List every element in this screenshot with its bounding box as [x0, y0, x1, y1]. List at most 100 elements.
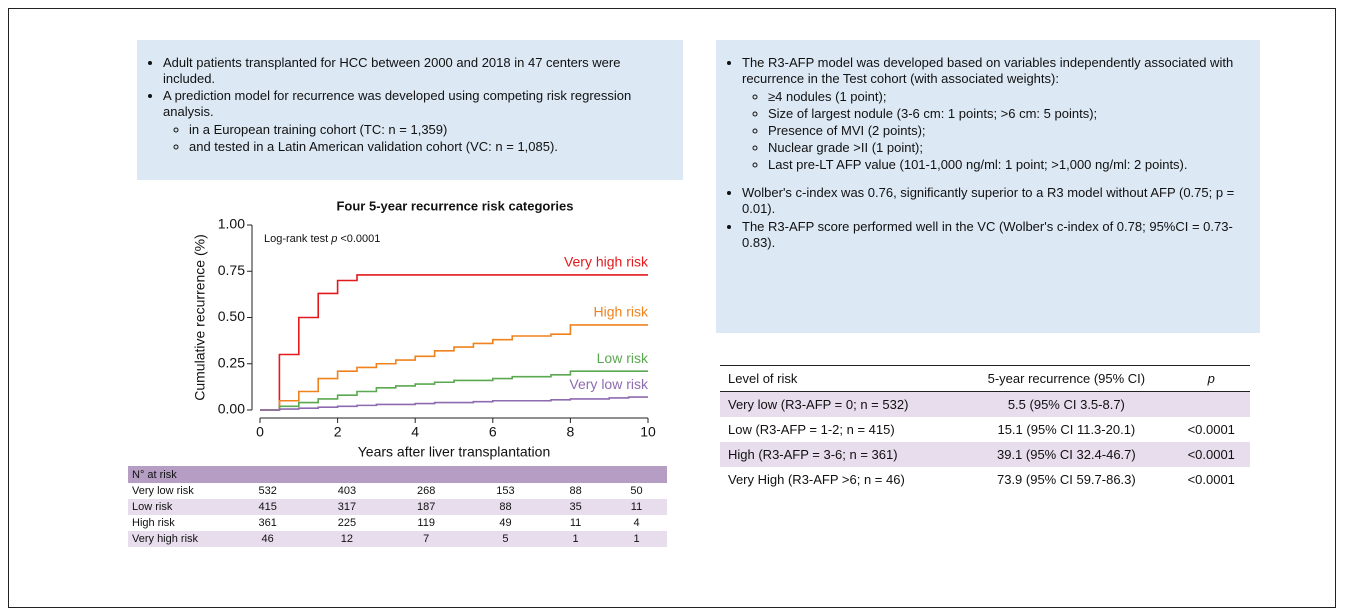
risk-cell: 50	[630, 485, 643, 497]
bullet: A prediction model for recurrence was de…	[163, 88, 633, 155]
sub-bullet: Presence of MVI (2 points);	[768, 123, 1236, 139]
risk-cell: Very low risk	[132, 485, 194, 497]
risk-cell: High risk	[132, 517, 175, 529]
model-box: The R3-AFP model was developed based on …	[716, 40, 1260, 333]
annotation-part: Log-rank test	[264, 233, 328, 245]
x-tick-label: 4	[411, 424, 419, 440]
risk-cell: 361	[258, 517, 277, 529]
x-tick-label: 10	[640, 424, 656, 440]
page: Adult patients transplanted for HCC betw…	[0, 0, 1346, 587]
risk-cell: 35	[545, 499, 607, 515]
risk-cell: 317	[307, 499, 387, 515]
series-label: Very low risk	[569, 376, 649, 392]
risk-header-row: N° at risk	[128, 466, 667, 483]
results-cell: Very low (R3-AFP = 0; n = 532)	[720, 391, 961, 417]
sub-bullet: Last pre-LT AFP value (101-1,000 ng/ml: …	[768, 157, 1236, 173]
y-tick-label: 0.25	[218, 354, 245, 370]
sub-bullet: ≥4 nodules (1 point);	[768, 89, 1236, 105]
results-cell	[1172, 391, 1250, 417]
risk-row: Low risk 415 317 187 88 35 11	[128, 499, 667, 515]
sub-list: in a European training cohort (TC: n = 1…	[163, 122, 633, 155]
risk-curve	[260, 396, 648, 411]
results-row: High (R3-AFP = 3-6; n = 361) 39.1 (95% CI…	[720, 442, 1250, 467]
results-cell: <0.0001	[1172, 442, 1250, 467]
y-tick-label: 0.75	[218, 262, 245, 278]
risk-cell: 4	[633, 517, 640, 529]
risk-cell: Very high risk	[128, 531, 228, 547]
x-axis-label: Years after liver transplantation	[358, 444, 550, 460]
results-cell: 15.1 (95% CI 11.3-20.1)	[997, 422, 1136, 437]
results-cell: 39.1 (95% CI 32.4-46.7)	[960, 442, 1173, 467]
risk-header: N° at risk	[128, 466, 667, 483]
risk-cell: Low risk	[128, 499, 228, 515]
risk-cell: 12	[307, 531, 387, 547]
results-cell: Very High (R3-AFP >6; n = 46)	[728, 472, 905, 487]
sub-list: ≥4 nodules (1 point);Size of largest nod…	[742, 89, 1236, 173]
results-cell: Low (R3-AFP = 1-2; n = 415)	[728, 422, 895, 437]
risk-curve	[260, 370, 648, 411]
y-tick-label: 1.00	[218, 216, 245, 232]
risk-cell: 1	[606, 531, 667, 547]
results-header: 5-year recurrence (95% CI)	[960, 365, 1173, 392]
summary-box: Adult patients transplanted for HCC betw…	[137, 40, 683, 180]
risk-cell: 1	[545, 531, 607, 547]
results-header-row: Level of risk 5-year recurrence (95% CI) p	[720, 365, 1250, 392]
risk-cell: 49	[499, 517, 512, 529]
risk-table: N° at risk Very low risk 532 403 268 153 88 50 L…	[128, 466, 667, 547]
risk-cell: 46	[228, 531, 308, 547]
annotation-part: <0.0001	[340, 233, 380, 245]
bullet-text: Wolber's c-index was 0.76, significantly…	[742, 185, 1235, 216]
y-axis-label: Cumulative recurrence (%)	[192, 234, 208, 401]
bullet: The R3-AFP model was developed based on …	[742, 55, 1236, 173]
risk-curve	[260, 324, 648, 411]
annotation-part: p	[330, 233, 337, 245]
risk-cell: 403	[337, 485, 357, 497]
risk-cell: 532	[258, 485, 277, 497]
chart-title: Four 5-year recurrence risk categories	[336, 198, 573, 213]
risk-cell: 225	[337, 517, 357, 529]
bullet: The R3-AFP score performed well in the V…	[742, 219, 1236, 251]
sub-bullet: and tested in a Latin American validatio…	[189, 139, 633, 155]
series-label: Low risk	[597, 350, 649, 366]
bullet-text: A prediction model for recurrence was de…	[163, 88, 632, 119]
risk-row: Very high risk 46 12 7 5 1 1	[128, 531, 667, 547]
risk-cell: 187	[386, 499, 466, 515]
x-tick-label: 2	[334, 424, 342, 440]
risk-cell: 415	[228, 499, 308, 515]
risk-cell: 153	[496, 485, 515, 497]
x-tick-label: 6	[489, 424, 497, 440]
risk-cell: 119	[417, 517, 435, 529]
results-row: Low (R3-AFP = 1-2; n = 415) 15.1 (95% CI …	[720, 417, 1250, 442]
results-cell: High (R3-AFP = 3-6; n = 361)	[720, 442, 961, 467]
bullet-text: The R3-AFP model was developed based on …	[742, 55, 1234, 86]
risk-cell: 88	[569, 485, 582, 497]
results-cell: <0.0001	[1187, 422, 1235, 437]
risk-cell: 88	[465, 499, 546, 515]
risk-row: Very low risk 532 403 268 153 88 50	[128, 483, 667, 499]
results-header: p	[1172, 365, 1250, 392]
results-cell: <0.0001	[1187, 472, 1235, 487]
risk-cell: 268	[417, 485, 436, 497]
bullet-text: The R3-AFP score performed well in the V…	[742, 219, 1233, 250]
bullet-list: The R3-AFP model was developed based on …	[724, 55, 1236, 251]
series-label: High risk	[594, 304, 649, 320]
bullet: Wolber's c-index was 0.76, significantly…	[742, 185, 1236, 217]
risk-curve	[260, 274, 648, 411]
risk-cell: 11	[569, 517, 582, 529]
bullet: Adult patients transplanted for HCC betw…	[163, 55, 633, 87]
bullet-list: Adult patients transplanted for HCC betw…	[145, 55, 633, 155]
results-row: Very High (R3-AFP >6; n = 46) 73.9 (95% C…	[720, 467, 1250, 492]
annotation: Log-rank test p <0.0001	[264, 233, 380, 245]
chart: Four 5-year recurrence risk categories 0.…	[192, 198, 656, 460]
results-table: Level of risk 5-year recurrence (95% CI) p…	[720, 365, 1250, 492]
results-header: Level of risk	[720, 365, 961, 392]
sub-bullet: Size of largest nodule (3-6 cm: 1 points…	[768, 106, 1236, 122]
y-tick-label: 0.00	[218, 401, 245, 417]
sub-bullet: Nuclear grade >II (1 point);	[768, 140, 1236, 156]
results-cell: 5.5 (95% CI 3.5-8.7)	[960, 391, 1173, 417]
risk-cell: 5	[465, 531, 546, 547]
x-tick-label: 8	[567, 424, 575, 440]
bullet-text: Adult patients transplanted for HCC betw…	[163, 55, 621, 86]
sub-bullet: in a European training cohort (TC: n = 1…	[189, 122, 633, 138]
results-cell: 73.9 (95% CI 59.7-86.3)	[996, 472, 1136, 487]
